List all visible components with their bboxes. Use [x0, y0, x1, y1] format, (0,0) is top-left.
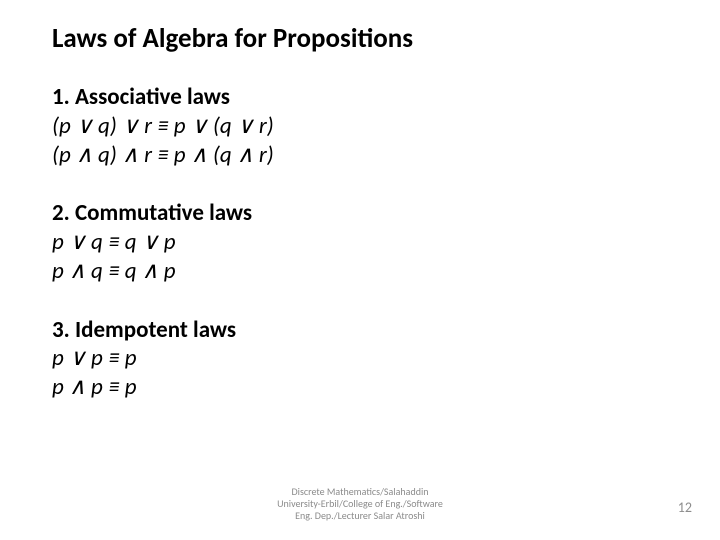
- footer-line: Eng. Dep./Lecturer Salar Atroshi: [295, 509, 425, 522]
- law-equation: p ∧ p ≡ p: [52, 373, 670, 402]
- law-equation: p ∧ q ≡ q ∧ p: [52, 257, 670, 286]
- law-heading: 3. Idempotent laws: [52, 316, 670, 345]
- law-heading: 2. Commutative laws: [52, 199, 670, 228]
- law-equation: (p ∨ q) ∨ r ≡ p ∨ (q ∨ r): [52, 112, 670, 141]
- law-heading: 1. Associative laws: [52, 83, 670, 112]
- slide-footer: Discrete Mathematics/Salahaddin Universi…: [0, 486, 720, 522]
- law-equation: p ∨ q ≡ q ∨ p: [52, 228, 670, 257]
- footer-attribution: Discrete Mathematics/Salahaddin Universi…: [220, 486, 500, 522]
- law-equation: (p ∧ q) ∧ r ≡ p ∧ (q ∧ r): [52, 141, 670, 170]
- law-equation: p ∨ p ≡ p: [52, 344, 670, 373]
- law-block-1: 1. Associative laws (p ∨ q) ∨ r ≡ p ∨ (q…: [52, 83, 670, 169]
- page-title: Laws of Algebra for Propositions: [52, 22, 670, 55]
- law-block-3: 3. Idempotent laws p ∨ p ≡ p p ∧ p ≡ p: [52, 316, 670, 402]
- page-number: 12: [678, 499, 692, 516]
- law-block-2: 2. Commutative laws p ∨ q ≡ q ∨ p p ∧ q …: [52, 199, 670, 285]
- slide-content: Laws of Algebra for Propositions 1. Asso…: [0, 0, 720, 402]
